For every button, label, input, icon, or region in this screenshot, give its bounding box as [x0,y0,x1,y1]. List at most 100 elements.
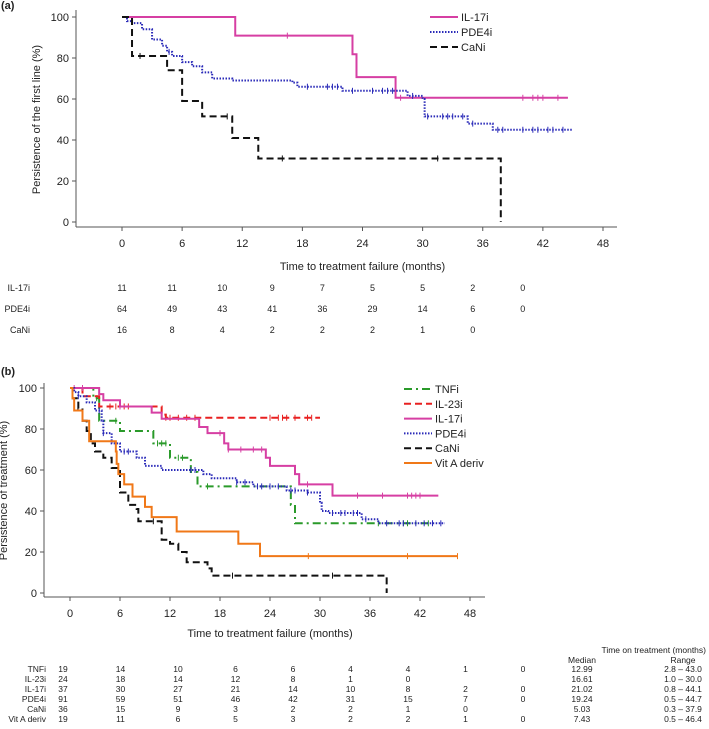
at-risk-count: 59 [116,694,126,704]
at-risk-count: 4 [406,664,411,674]
x-tick-label: 12 [236,238,248,250]
at-risk-count: 41 [267,304,277,314]
median-value: 21.02 [571,684,593,694]
series-line-tnfi [70,387,429,525]
at-risk-row-label: Vit A deriv [8,714,46,724]
at-risk-count: 36 [58,704,68,714]
at-risk-count: 6 [291,664,296,674]
at-risk-count: 2 [291,704,296,714]
y-axis-label: Persistence of treatment (%) [0,421,10,560]
legend-label-cani: CaNi [435,443,459,455]
y-tick-label: 40 [25,506,37,518]
range-value: 0.5 – 46.4 [664,714,702,724]
at-risk-count: 3 [291,714,296,724]
at-risk-count: 11 [117,283,126,293]
at-risk-count: 2 [470,283,475,293]
x-tick-label: 42 [537,238,549,250]
at-risk-count: 0 [521,664,526,674]
at-risk-count: 18 [116,674,126,684]
at-risk-count: 43 [217,304,227,314]
range-value: 1.0 – 30.0 [664,674,702,684]
median-value: 5.03 [574,704,591,714]
at-risk-count: 64 [117,304,127,314]
at-risk-count: 36 [317,304,327,314]
at-risk-count: 24 [58,674,68,684]
at-risk-count: 6 [470,304,475,314]
at-risk-count: 8 [291,674,296,684]
median-value: 12.99 [571,664,593,674]
range-value: 0.8 – 44.1 [664,684,702,694]
at-risk-row-label: CaNi [27,704,46,714]
y-tick-label: 0 [31,588,37,600]
series-line-il-23i [70,387,320,419]
at-risk-count: 7 [320,283,325,293]
at-risk-count: 21 [231,684,241,694]
at-risk-count: 6 [176,714,181,724]
range-value: 0.3 – 37.9 [664,704,702,714]
at-risk-count: 19 [58,714,68,724]
x-tick-label: 48 [597,238,609,250]
at-risk-count: 14 [116,664,126,674]
at-risk-count: 0 [520,304,525,314]
at-risk-count: 2 [370,325,375,335]
y-tick-label: 100 [51,12,69,24]
x-tick-label: 6 [179,238,185,250]
at-risk-count: 0 [463,704,468,714]
legend-label-vit-a-deriv: Vit A deriv [435,458,484,470]
y-axis-label: Persistence of the first line (%) [31,45,43,194]
series-line-il-17i [70,387,439,497]
y-tick-label: 60 [57,94,69,106]
at-risk-count: 5 [420,283,425,293]
at-risk-row-label: CaNi [10,325,30,335]
at-risk-count: 51 [173,694,183,704]
at-risk-row-label: IL-17i [7,283,30,293]
at-risk-row-label: PDE4i [4,304,30,314]
legend-label-il-17i: IL-17i [461,12,489,24]
at-risk-count: 11 [116,714,125,724]
y-tick-label: 0 [63,217,69,229]
series-line-cani [122,16,502,222]
series-line-pde4i [122,16,573,131]
range-header: Range [670,655,695,665]
at-risk-count: 0 [520,283,525,293]
at-risk-count: 27 [173,684,183,694]
y-tick-label: 100 [19,383,37,395]
at-risk-count: 1 [348,674,353,684]
summary-header: Time on treatment (months) [601,645,706,655]
at-risk-count: 7 [463,694,468,704]
legend-label-pde4i: PDE4i [435,428,466,440]
at-risk-count: 4 [348,664,353,674]
at-risk-count: 46 [231,694,241,704]
at-risk-count: 2 [348,704,353,714]
at-risk-count: 91 [58,694,68,704]
legend-label-il-17i: IL-17i [435,414,463,426]
at-risk-count: 37 [58,684,68,694]
at-risk-count: 0 [521,714,526,724]
at-risk-count: 10 [173,664,183,674]
at-risk-count: 2 [348,714,353,724]
at-risk-count: 9 [270,283,275,293]
at-risk-count: 49 [167,304,177,314]
at-risk-count: 8 [170,325,175,335]
at-risk-row-label: IL-17i [25,684,46,694]
x-tick-label: 30 [417,238,429,250]
at-risk-count: 30 [116,684,126,694]
panel-b-label: (b) [1,366,15,378]
at-risk-count: 10 [217,283,227,293]
at-risk-count: 4 [220,325,225,335]
x-tick-label: 18 [214,608,226,620]
range-value: 2.8 – 43.0 [664,664,702,674]
at-risk-row-label: IL-23i [25,674,46,684]
at-risk-count: 14 [288,684,298,694]
series-line-pde4i [70,387,445,525]
at-risk-count: 15 [116,704,126,714]
y-tick-label: 80 [25,424,37,436]
at-risk-count: 2 [320,325,325,335]
x-tick-label: 36 [364,608,376,620]
at-risk-row-label: PDE4i [22,694,46,704]
at-risk-count: 0 [521,694,526,704]
median-value: 19.24 [571,694,593,704]
x-tick-label: 12 [164,608,176,620]
at-risk-count: 15 [403,694,413,704]
at-risk-row-label: TNFi [28,664,47,674]
